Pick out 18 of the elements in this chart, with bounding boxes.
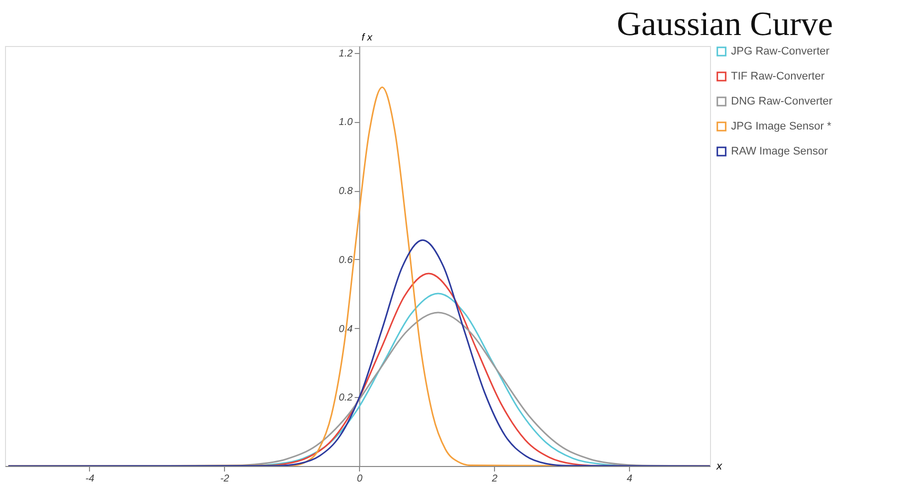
- y-tick-label: 1.0: [338, 117, 354, 128]
- x-tick-label: 4: [626, 474, 633, 484]
- x-tick-label: 2: [490, 474, 498, 484]
- legend-label: JPG Raw-Converter: [731, 46, 830, 58]
- y-axis-title: f x: [362, 32, 374, 44]
- chart-title: Gaussian Curve: [616, 6, 833, 43]
- legend-label: RAW Image Sensor: [731, 146, 828, 158]
- x-tick-label: -4: [85, 474, 95, 484]
- legend-label: TIF Raw-Converter: [731, 70, 825, 82]
- y-tick-label: 0.2: [338, 392, 354, 404]
- x-tick-label: -2: [220, 474, 230, 484]
- x-tick-label: 0: [356, 474, 363, 484]
- y-tick-label: 0.6: [338, 254, 354, 266]
- legend-label: DNG Raw-Converter: [731, 96, 833, 108]
- y-tick-label: 1.2: [338, 48, 354, 60]
- legend-label: JPG Image Sensor *: [731, 120, 832, 132]
- y-tick-label: 0.8: [338, 186, 354, 198]
- x-axis-title: x: [716, 460, 722, 472]
